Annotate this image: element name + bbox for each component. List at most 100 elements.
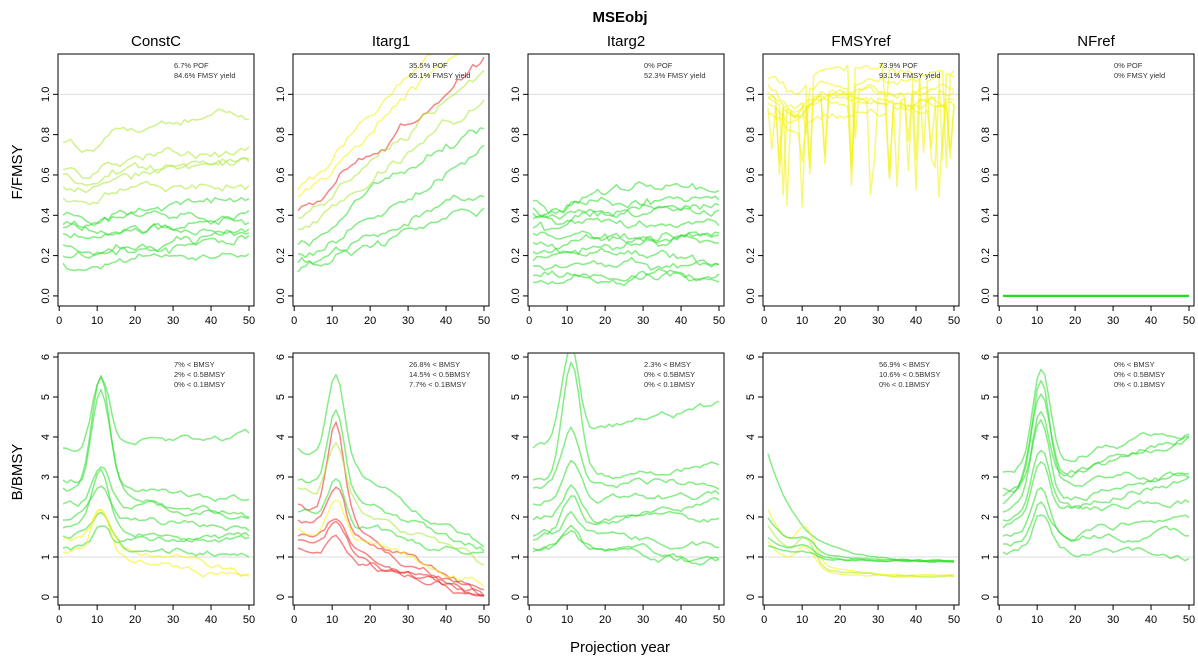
y-tick-label: 6 — [745, 354, 757, 360]
panel-annotation: 84.6% FMSY yield — [174, 71, 236, 80]
x-tick-label: 10 — [1031, 315, 1043, 327]
y-tick-label: 1 — [275, 554, 287, 560]
y-tick-label: 0.0 — [40, 288, 52, 303]
x-tick-label: 40 — [440, 614, 452, 626]
x-tick-label: 10 — [561, 315, 573, 327]
panel-frame — [57, 352, 255, 606]
series-line — [62, 146, 250, 180]
series-line — [62, 220, 250, 236]
series-line — [62, 180, 250, 206]
x-tick-label: 20 — [834, 614, 846, 626]
series-line — [532, 495, 720, 541]
series-line — [532, 459, 720, 507]
panel-fmsyref-f-fmsy: FMSYref 0 10 20 30 40 50 0.0 0.2 0.4 0.6 0.8 1.0 73.9… — [745, 33, 960, 327]
x-axis-title: Projection year — [570, 639, 670, 656]
series-group — [532, 181, 720, 287]
series-line — [532, 231, 720, 250]
series-line — [62, 209, 250, 232]
series-line — [1002, 486, 1189, 544]
x-tick-label: 0 — [291, 614, 297, 626]
y-tick-label: 3 — [745, 474, 757, 480]
y-tick-label: 0 — [40, 594, 52, 600]
series-group — [1002, 368, 1190, 562]
series-group — [62, 374, 250, 578]
panel-frame — [527, 352, 725, 606]
series-line — [62, 508, 250, 578]
y-tick-label: 4 — [40, 434, 52, 440]
y-tick-label: 5 — [980, 394, 992, 400]
y-tick-label: 0 — [745, 594, 757, 600]
panel-frame — [997, 352, 1195, 606]
series-line — [532, 203, 720, 225]
x-tick-label: 20 — [599, 614, 611, 626]
series-line — [62, 157, 250, 187]
x-tick-label: 20 — [834, 315, 846, 327]
series-line — [532, 361, 720, 481]
panel-annotation: 26.8% < BMSY — [409, 360, 460, 369]
series-line — [297, 194, 485, 265]
panel-title: ConstC — [131, 33, 181, 50]
panel-annotation: 10.6% < 0.5BMSY — [879, 370, 941, 379]
series-line — [62, 388, 250, 502]
y-tick-label: 3 — [275, 474, 287, 480]
series-line — [297, 54, 433, 191]
y-tick-label: 1.0 — [980, 87, 992, 102]
series-line — [62, 157, 250, 194]
x-tick-label: 20 — [1069, 614, 1081, 626]
panel-annotation: 14.5% < 0.5BMSY — [409, 370, 471, 379]
y-tick-label: 0.8 — [275, 127, 287, 142]
y-tick-label: 0.2 — [40, 248, 52, 263]
x-tick-label: 50 — [1183, 614, 1195, 626]
figure-title: MSEobj — [593, 9, 648, 26]
panel-frame — [762, 53, 960, 307]
y-tick-label: 5 — [510, 394, 522, 400]
x-tick-label: 50 — [243, 315, 255, 327]
x-tick-label: 40 — [910, 315, 922, 327]
y-tick-label: 1.0 — [40, 87, 52, 102]
x-tick-label: 20 — [1069, 315, 1081, 327]
y-tick-label: 0.0 — [510, 288, 522, 303]
series-line — [62, 376, 250, 452]
y-tick-label: 6 — [510, 354, 522, 360]
x-tick-label: 50 — [478, 614, 490, 626]
y-tick-label: 1.0 — [745, 87, 757, 102]
y-tick-label: 0.0 — [980, 288, 992, 303]
y-tick-label: 0 — [275, 594, 287, 600]
series-line — [1002, 514, 1190, 562]
panel-frame — [527, 53, 725, 307]
series-line — [297, 69, 485, 219]
x-tick-label: 30 — [872, 614, 884, 626]
series-line — [1003, 501, 1190, 547]
series-line — [62, 215, 250, 240]
y-tick-label: 4 — [745, 434, 757, 440]
x-tick-label: 30 — [402, 614, 414, 626]
x-tick-label: 10 — [561, 614, 573, 626]
series-line — [767, 83, 955, 175]
panel-title: NFref — [1077, 33, 1115, 50]
x-tick-label: 50 — [948, 614, 960, 626]
y-tick-label: 0 — [980, 594, 992, 600]
series-line — [297, 127, 485, 247]
y-tick-label: 1.0 — [510, 87, 522, 102]
y-tick-label: 5 — [275, 394, 287, 400]
panel-annotation: 0% < 0.5BMSY — [1114, 370, 1165, 379]
panel-annotation: 0% < 0.1BMSY — [879, 380, 930, 389]
series-line — [532, 181, 720, 215]
y-tick-label: 2 — [745, 514, 757, 520]
y-tick-label: 0.2 — [980, 248, 992, 263]
series-line — [532, 529, 720, 563]
panel-frame — [292, 53, 490, 307]
x-tick-label: 10 — [326, 315, 338, 327]
panel-frame — [997, 53, 1195, 307]
x-tick-label: 30 — [637, 315, 649, 327]
panel-annotation: 0% < BMSY — [1114, 360, 1155, 369]
x-tick-label: 30 — [167, 315, 179, 327]
y-tick-label: 0.2 — [510, 248, 522, 263]
series-line — [532, 204, 720, 220]
panel-itarg1-f-fmsy: Itarg1 0 10 20 30 40 50 0.0 0.2 0.4 0.6 0.8 1.0 35.5%… — [275, 33, 490, 327]
series-line — [767, 72, 955, 186]
